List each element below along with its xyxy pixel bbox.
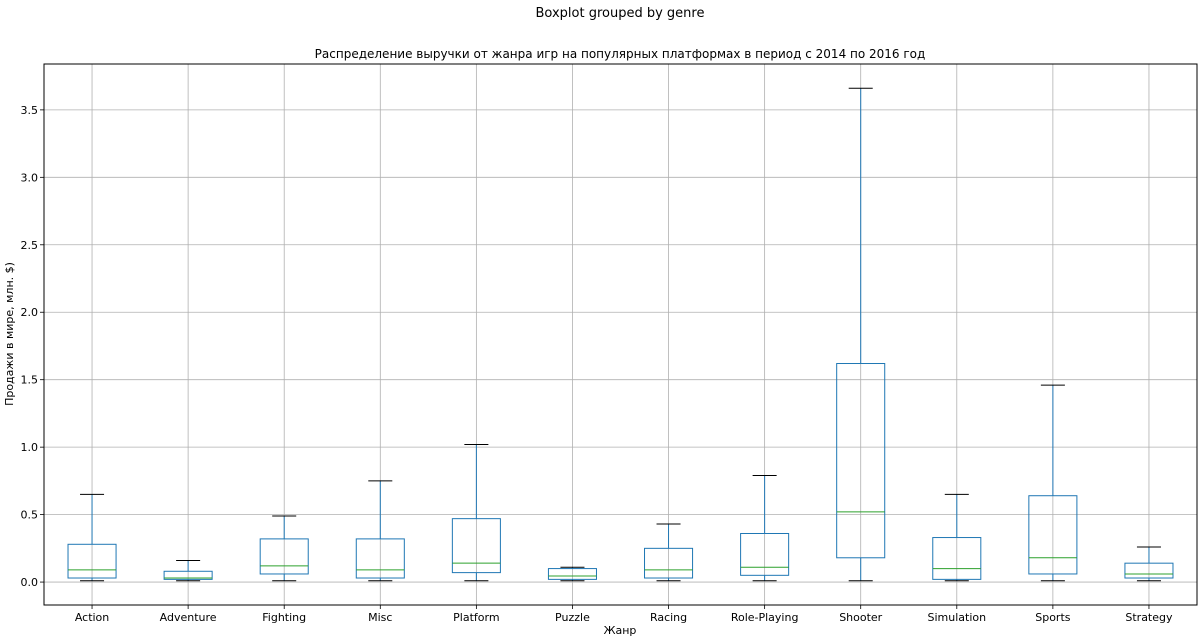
iqr-box: [1124, 562, 1174, 579]
x-tick-label: Strategy: [1125, 611, 1173, 624]
iqr-box: [163, 570, 213, 580]
iqr-box: [932, 537, 982, 580]
iqr-box: [355, 538, 405, 579]
x-tick-label: Misc: [368, 611, 392, 624]
iqr-box: [740, 532, 790, 576]
y-tick-label: 2.5: [21, 239, 39, 252]
box-adventure: [163, 559, 213, 582]
y-tick-label: 1.5: [21, 374, 39, 387]
x-tick-label: Adventure: [160, 611, 217, 624]
y-axis-label: Продажи в мире, млн. $): [3, 262, 16, 406]
box-simulation: [932, 493, 982, 582]
box-sports: [1028, 384, 1078, 582]
chart-title: Распределение выручки от жанра игр на по…: [315, 47, 926, 61]
y-tick-label: 0.5: [21, 509, 39, 522]
y-tick-label: 3.0: [21, 171, 39, 184]
y-tick-label: 0.0: [21, 576, 39, 589]
boxes: [67, 87, 1174, 582]
plot-frame: [43, 63, 1198, 606]
axis-ticks: 0.0 0.5 1.0 1.5 2.0 2.5 3.0 3.5 Action Adventure F…: [21, 104, 1174, 624]
box-racing: [644, 523, 694, 582]
x-tick-label: Action: [75, 611, 109, 624]
iqr-box: [67, 543, 117, 579]
x-tick-label: Simulation: [927, 611, 986, 624]
box-platform: [451, 443, 501, 582]
x-tick-label: Fighting: [262, 611, 306, 624]
box-action: [67, 493, 117, 582]
y-tick-label: 1.0: [21, 441, 39, 454]
box-strategy: [1124, 546, 1174, 582]
x-tick-label: Racing: [650, 611, 687, 624]
box-fighting: [259, 515, 309, 582]
x-tick-label: Sports: [1035, 611, 1071, 624]
y-tick-label: 3.5: [21, 104, 39, 117]
x-tick-label: Role-Playing: [731, 611, 799, 624]
box-misc: [355, 480, 405, 582]
x-tick-label: Puzzle: [555, 611, 590, 624]
iqr-box: [259, 538, 309, 575]
grid-lines: [44, 64, 1197, 605]
iqr-box: [547, 568, 597, 580]
iqr-box: [836, 363, 886, 559]
x-tick-label: Shooter: [839, 611, 882, 624]
y-tick-label: 2.0: [21, 306, 39, 319]
box-role-playing: [740, 474, 790, 582]
figure-suptitle: Boxplot grouped by genre: [536, 6, 705, 21]
iqr-box: [1028, 495, 1078, 575]
x-tick-label: Platform: [453, 611, 499, 624]
x-axis-label: Жанр: [604, 624, 637, 637]
box-shooter: [836, 87, 886, 582]
iqr-box: [451, 518, 501, 574]
box-puzzle: [547, 566, 597, 582]
iqr-box: [644, 547, 694, 579]
